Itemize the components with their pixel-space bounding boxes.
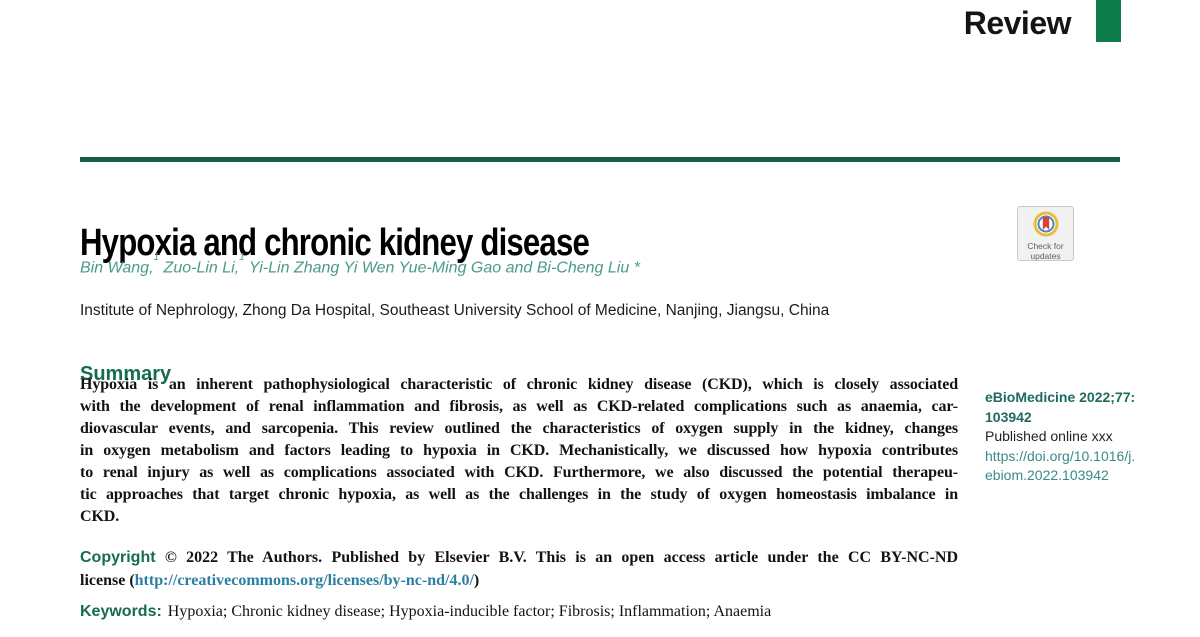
- summary-paragraph: Hypoxia is an inherent pathophysiologica…: [80, 374, 958, 528]
- summary-line: to renal injury as well as complications…: [80, 464, 958, 481]
- citation-sidebar: eBioMedicine 2022;77: 103942 Published o…: [985, 388, 1160, 486]
- crossmark-icon: [1033, 211, 1059, 241]
- copyright-label: Copyright: [80, 549, 156, 566]
- creative-commons-license-link[interactable]: http://creativecommons.org/licenses/by-n…: [134, 572, 474, 589]
- journal-citation-line1: eBioMedicine 2022;77:: [985, 389, 1136, 405]
- affiliation-line: Institute of Nephrology, Zhong Da Hospit…: [80, 302, 830, 319]
- copyright-text: © 2022 The Authors. Published by Elsevie…: [155, 549, 958, 566]
- author-name: Bin Wang,: [80, 259, 154, 277]
- author-affiliation-superscript: 1: [153, 252, 160, 263]
- header-rule: [80, 157, 1120, 162]
- copyright-line1: Copyright © 2022 The Authors. Published …: [80, 547, 958, 569]
- article-type-label: Review: [963, 5, 1072, 41]
- summary-heading: Summary: [80, 362, 172, 385]
- keywords-block: Keywords: Hypoxia; Chronic kidney disease…: [80, 603, 980, 621]
- author-name: Yi-Lin Zhang Yi Wen Yue-Ming Gao and Bi-…: [244, 259, 640, 277]
- summary-line: in oxygen metabolism and factors leading…: [80, 442, 958, 459]
- brand-green-square: [1096, 0, 1121, 42]
- doi-link-line1[interactable]: https://doi.org/10.1016/j.: [985, 447, 1136, 464]
- author-list: Bin Wang,1 Zuo-Lin Li,1 Yi-Lin Zhang Yi …: [80, 252, 640, 277]
- summary-line: with the development of renal inflammati…: [80, 398, 958, 415]
- author-affiliation-superscript: 1: [239, 252, 245, 263]
- keywords-label: Keywords:: [80, 603, 162, 620]
- doi-link-line2[interactable]: ebiom.2022.103942: [985, 467, 1109, 483]
- copyright-block: Copyright © 2022 The Authors. Published …: [80, 547, 958, 592]
- badge-text-line2: updates: [1030, 250, 1061, 261]
- copyright-line2: license (http://creativecommons.org/lice…: [80, 570, 958, 592]
- badge-text-line1: Check for: [1027, 241, 1064, 251]
- summary-line: tic approaches that target chronic hypox…: [80, 486, 958, 503]
- published-online-line: Published online xxx: [985, 428, 1113, 444]
- copyright-text: ): [473, 572, 480, 589]
- journal-citation-line2: 103942: [985, 408, 1032, 425]
- author-name: Zuo-Lin Li,: [159, 259, 240, 277]
- summary-line: CKD.: [80, 508, 120, 525]
- check-for-updates-badge[interactable]: Check for updates: [1017, 206, 1074, 261]
- summary-line: diovascular events, and sarcopenia. This…: [80, 420, 958, 437]
- copyright-text: license (: [80, 572, 135, 589]
- keywords-list: Hypoxia; Chronic kidney disease; Hypoxia…: [167, 603, 772, 620]
- page-title: Hypoxia and chronic kidney disease: [80, 222, 590, 265]
- article-type-banner: Review: [964, 0, 1121, 46]
- summary-line: Hypoxia is an inherent pathophysiologica…: [80, 376, 958, 393]
